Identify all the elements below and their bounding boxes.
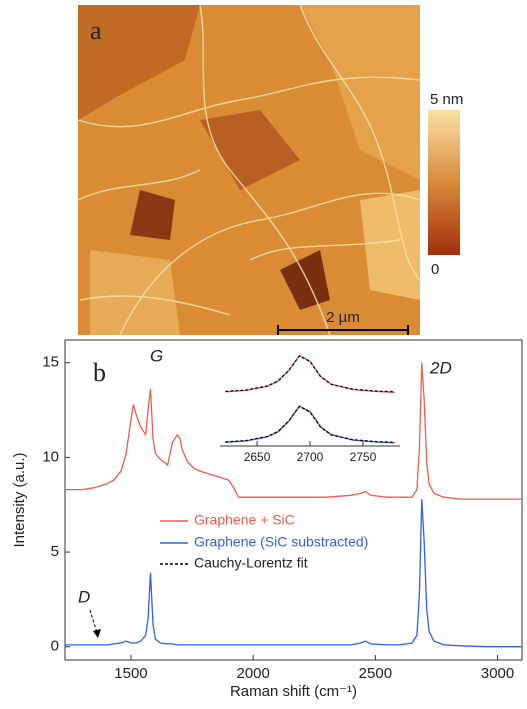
y-tick-label: 0 [51,638,59,655]
scale-bar [277,325,409,335]
peak-label: G [150,346,163,365]
x-tick-label: 2750 [350,450,377,464]
peak-label: D [78,587,90,606]
series-line [225,355,395,393]
colorbar [428,110,460,255]
legend-label: Graphene + SiC [194,512,295,528]
colorbar-max-label: 5 nm [430,91,463,108]
x-tick-label: 3000 [481,665,514,682]
legend-label: Cauchy-Lorentz fit [194,555,308,571]
x-tick-label: 2700 [297,450,324,464]
plot-frame [64,339,523,661]
annotation-arrow [89,609,98,634]
series-line [65,499,522,648]
series-line [65,362,522,500]
series-line [225,405,395,443]
panel-label: a [90,16,102,45]
y-tick-label: 10 [42,448,59,465]
y-axis-label: Intensity (a.u.) [11,452,28,547]
legend-label: Graphene (SiC substracted) [194,534,368,550]
panel-label: b [93,358,106,387]
x-tick-label: 2000 [236,665,269,682]
x-tick-label: 2650 [244,450,271,464]
scale-bar-label: 2 µm [326,309,360,326]
annotation-arrowhead [93,629,101,638]
series-line [225,354,395,393]
x-tick-label: 1500 [114,665,147,682]
colorbar-min-label: 0 [431,261,439,278]
series-line [225,405,395,444]
y-tick-label: 5 [51,543,59,560]
y-tick-label: 15 [42,354,59,371]
x-axis-label: Raman shift (cm⁻¹) [230,683,357,700]
x-tick-label: 2500 [359,665,392,682]
afm-image [77,4,421,336]
peak-label: 2D [429,358,452,377]
